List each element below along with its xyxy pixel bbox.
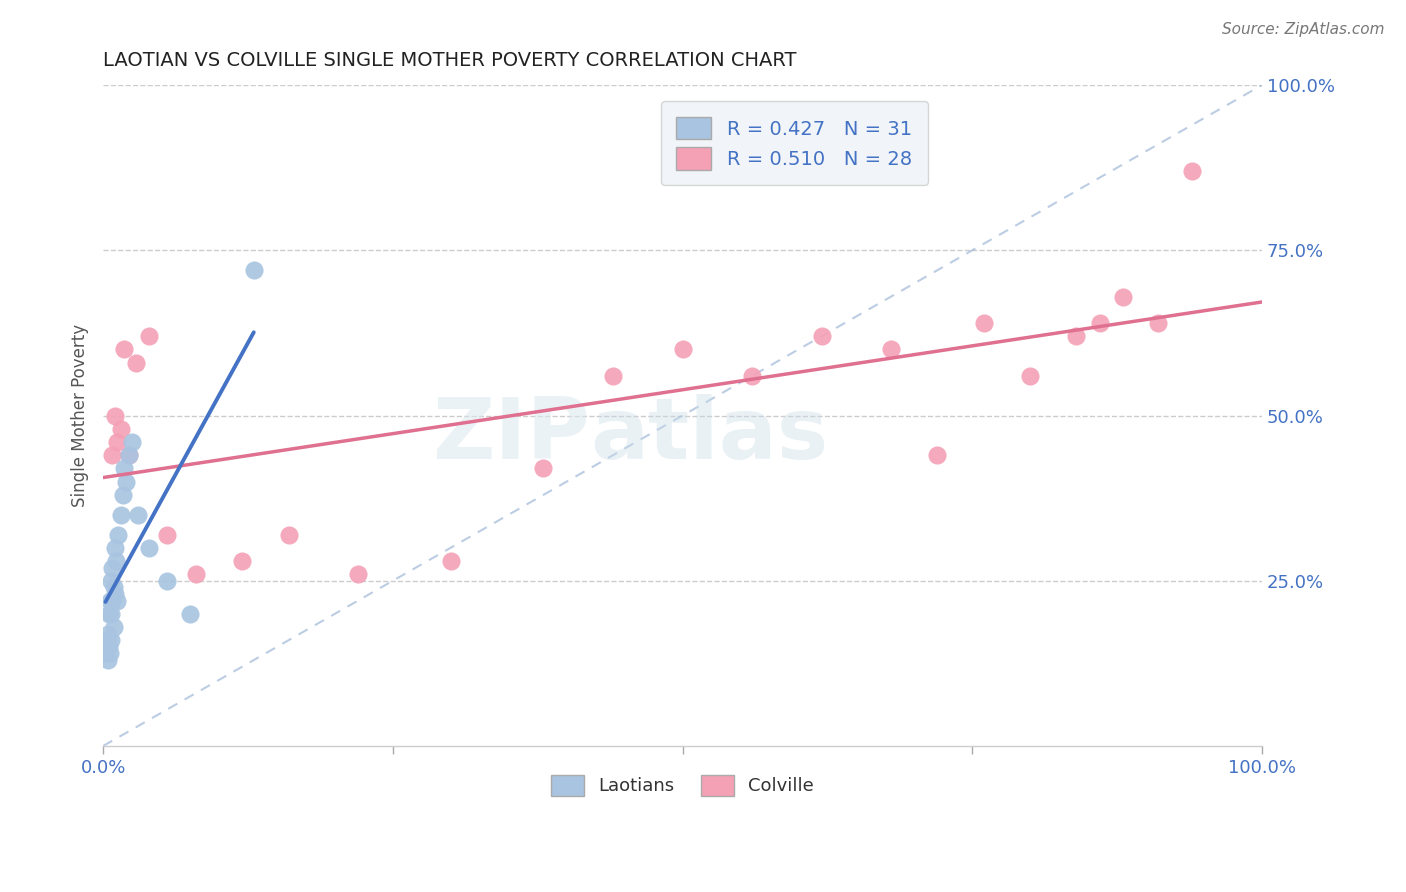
Point [105, 435, 128, 450]
Point [810, 329, 832, 343]
Point [127, 508, 149, 522]
Point [97, 640, 120, 654]
Point [104, 554, 127, 568]
Point [1181, 164, 1204, 178]
Point [100, 607, 122, 621]
Point [533, 461, 555, 475]
Point [741, 368, 763, 383]
Point [112, 461, 135, 475]
Point [107, 527, 129, 541]
Point [117, 448, 139, 462]
Point [104, 541, 127, 555]
Point [121, 435, 143, 450]
Point [138, 541, 160, 555]
Point [100, 633, 122, 648]
Point [101, 560, 124, 574]
Point [97, 607, 120, 621]
Point [973, 316, 995, 330]
Point [138, 329, 160, 343]
Point [98, 593, 121, 607]
Point [98, 647, 121, 661]
Text: atlas: atlas [589, 394, 828, 477]
Point [184, 567, 207, 582]
Point [104, 587, 127, 601]
Point [156, 574, 179, 588]
Point [103, 620, 125, 634]
Point [103, 580, 125, 594]
Point [117, 448, 139, 462]
Point [880, 343, 903, 357]
Point [124, 356, 146, 370]
Point [115, 475, 138, 489]
Point [105, 593, 128, 607]
Point [927, 448, 949, 462]
Point [671, 343, 693, 357]
Point [112, 343, 135, 357]
Point [602, 368, 624, 383]
Point [1088, 316, 1111, 330]
Point [101, 448, 124, 462]
Legend: Laotians, Colville: Laotians, Colville [544, 768, 821, 803]
Point [242, 263, 264, 277]
Point [111, 488, 134, 502]
Point [1019, 368, 1042, 383]
Point [440, 554, 463, 568]
Point [96, 633, 118, 648]
Y-axis label: Single Mother Poverty: Single Mother Poverty [72, 324, 89, 508]
Point [94, 647, 117, 661]
Point [179, 607, 201, 621]
Point [100, 574, 122, 588]
Point [110, 422, 132, 436]
Point [97, 653, 120, 667]
Point [1146, 316, 1168, 330]
Text: ZIP: ZIP [432, 394, 589, 477]
Text: Source: ZipAtlas.com: Source: ZipAtlas.com [1222, 22, 1385, 37]
Point [1066, 329, 1088, 343]
Point [1112, 290, 1135, 304]
Point [277, 527, 299, 541]
Point [110, 508, 132, 522]
Point [347, 567, 370, 582]
Point [156, 527, 179, 541]
Point [104, 409, 127, 423]
Point [101, 593, 124, 607]
Text: LAOTIAN VS COLVILLE SINGLE MOTHER POVERTY CORRELATION CHART: LAOTIAN VS COLVILLE SINGLE MOTHER POVERT… [103, 51, 797, 70]
Point [97, 626, 120, 640]
Point [231, 554, 253, 568]
